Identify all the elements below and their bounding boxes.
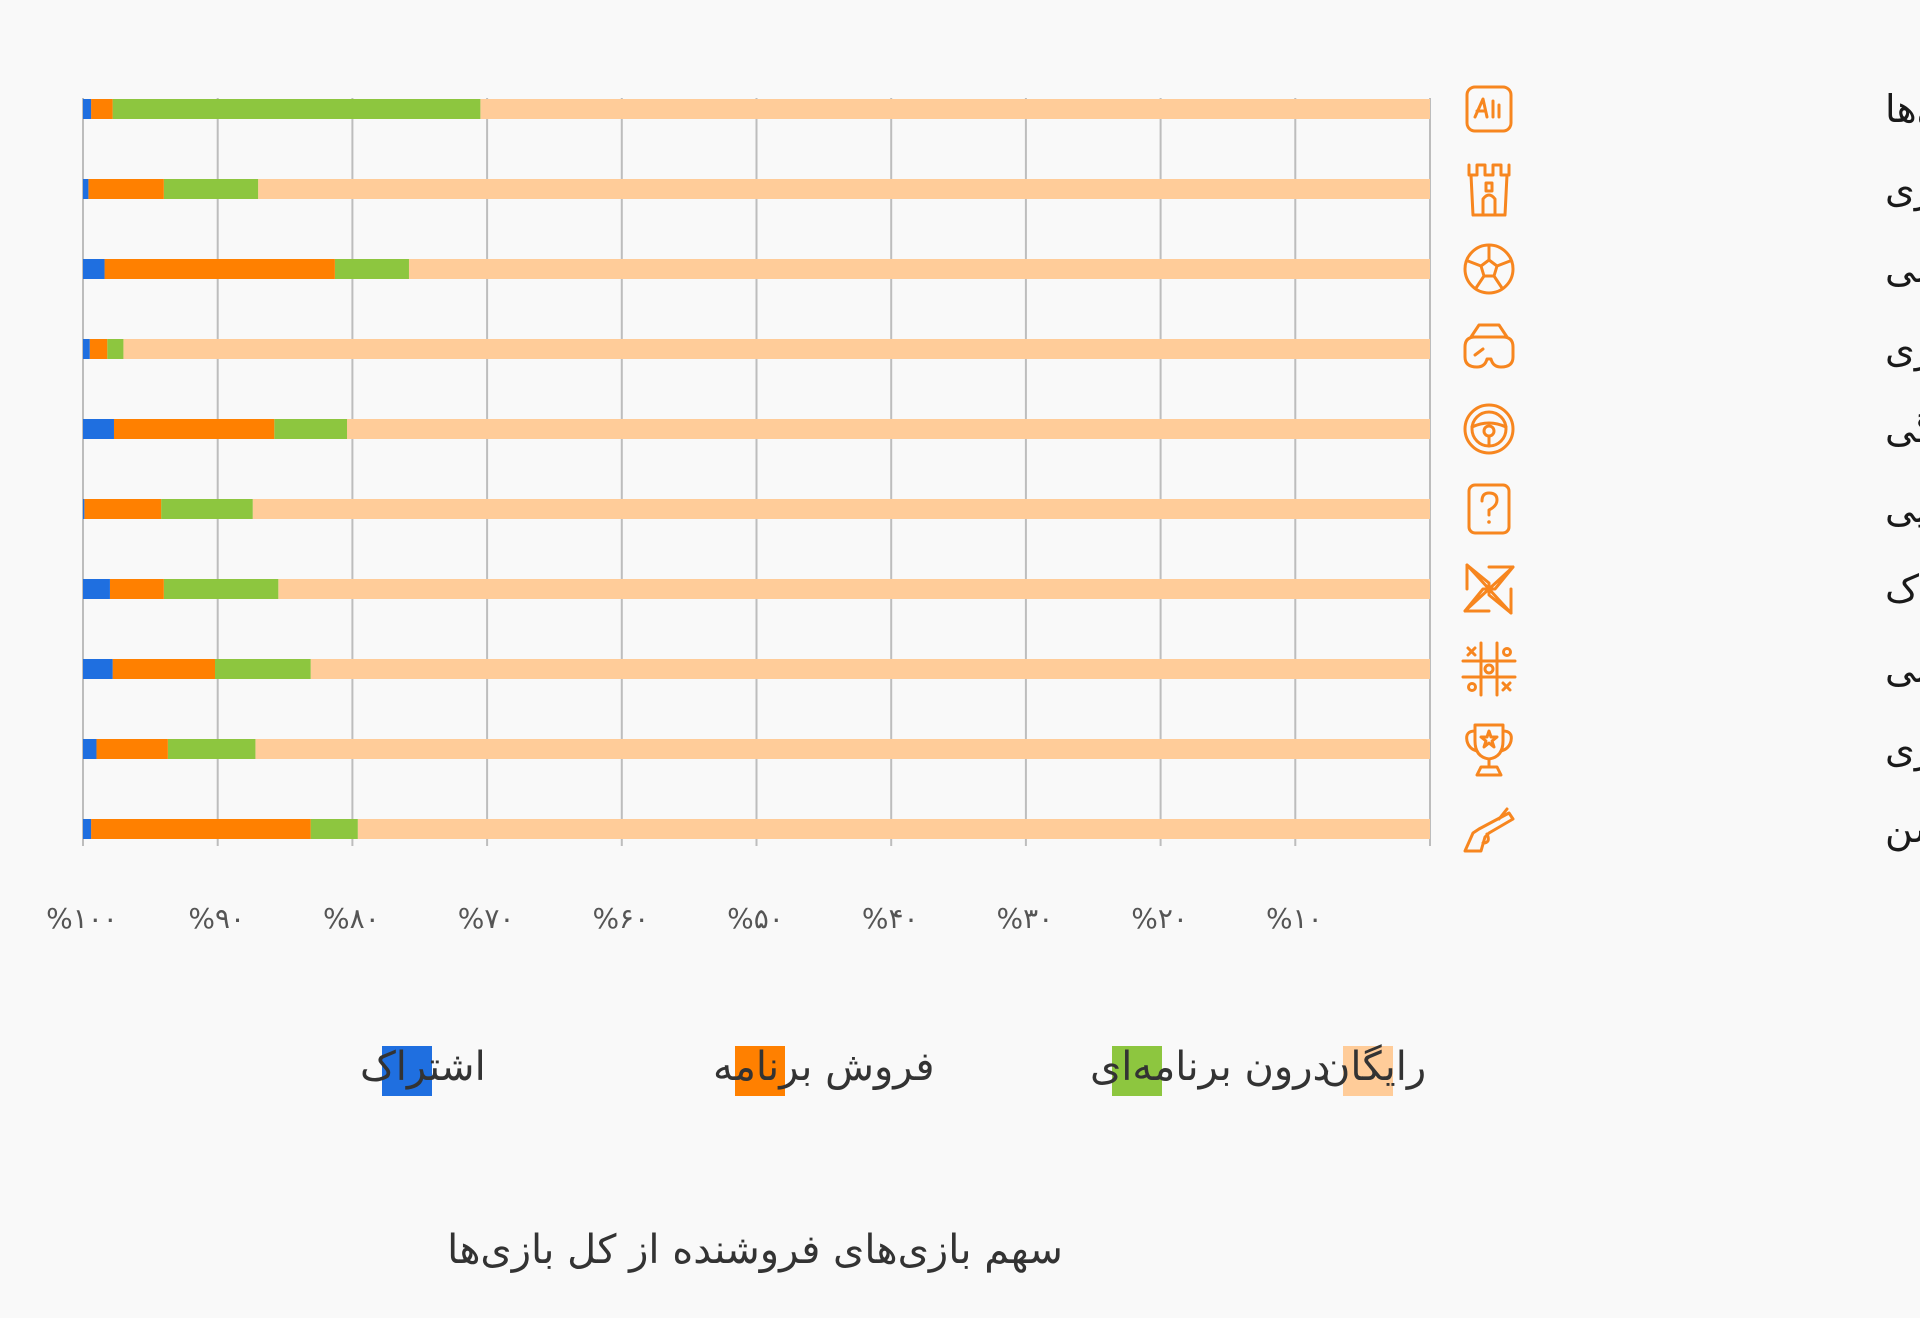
tic-tac-toe-icon [1461,641,1517,697]
bar-segment [83,739,97,759]
category-label: امتیازی [1885,727,1920,771]
bar-segment [83,659,113,679]
bar-segment [96,739,168,759]
bar-segment [163,579,279,599]
category-label: معمایی [1885,487,1920,531]
bar-segment [255,739,1430,759]
chart-caption: سهم بازی‌های فروشنده از کل بازی‌ها [447,1227,1063,1273]
legend-swatch [382,1046,432,1096]
bar-segment [480,99,1430,119]
x-tick-label: %۲۰ [1131,902,1188,935]
pistol-icon [1463,807,1515,853]
bar-segment [163,179,259,199]
legend-swatch [735,1046,785,1096]
bar-segment [347,419,1431,439]
bar-segment [83,99,92,119]
category-label: کودک [1885,567,1920,612]
bar-segment [83,179,89,199]
category-label: رانندگی [1885,407,1920,451]
bar-segment [278,579,1431,599]
question-mark-icon [1467,483,1511,535]
vr-goggles-icon [1463,323,1515,369]
bar-segment [408,259,1430,279]
legend-swatch [1112,1046,1162,1096]
bar-segment [310,659,1430,679]
grid-layer [82,98,1431,846]
legend-swatch [1343,1046,1393,1096]
bar-segment [123,339,1430,359]
bar-segment [91,819,311,839]
legend-label: درون برنامه‌ای [1090,1044,1330,1090]
category-label: اکشن [1885,807,1920,852]
bar-segment [107,339,124,359]
bar-segment [109,579,164,599]
pinwheel-icon [1463,563,1515,615]
category-icons [1461,85,1517,853]
bar-segment [91,99,113,119]
x-tick-label: %۸۰ [323,902,380,935]
x-tick-label: %۷۰ [458,902,515,935]
bar-segment [334,259,409,279]
category-label: ورزشی [1885,247,1920,292]
x-tick-label: %۴۰ [862,902,919,935]
bar-segment [252,499,1430,519]
bar-segment [83,579,110,599]
steering-wheel-icon [1463,403,1515,455]
legend-label: فروش برنامه [713,1044,934,1090]
bar-segment [113,419,275,439]
category-labels: کلمات و دانستنی‌ها استراتژی ورزشی شبیه‌سازی… [1885,87,1920,852]
category-label: کلمات و دانستنی‌ها [1885,87,1920,132]
bar-segment [104,259,335,279]
bar-segment [215,659,311,679]
bar-segment [83,819,92,839]
x-tick-label: %۶۰ [592,902,649,935]
x-axis-tick-labels: %۱۰۰ %۹۰ %۸۰ %۷۰ %۶۰ %۵۰ %۴۰ %۳۰ %۲۰ %۱۰ [46,902,1323,935]
bar-segment [357,819,1431,839]
x-tick-label: %۹۰ [188,902,245,935]
bar-segment [83,339,90,359]
legend-label: اشتراک [360,1044,486,1090]
bar-segment [88,179,164,199]
alef-badge-icon [1465,85,1513,133]
x-tick-label: %۵۰ [727,902,784,935]
bar-segment [84,499,162,519]
bar-segment [112,659,216,679]
bar-segment [83,499,85,519]
bar-segment [274,419,348,439]
bar-segment [258,179,1430,199]
x-tick-label: %۳۰ [997,902,1054,935]
x-tick-label: %۱۰ [1266,902,1323,935]
bar-segment [89,339,108,359]
bars-layer [83,99,1431,839]
bar-segment [161,499,253,519]
bar-segment [83,259,105,279]
castle-tower-icon [1467,163,1511,217]
soccer-ball-icon [1463,243,1515,295]
x-tick-label: %۱۰۰ [46,902,118,935]
bar-segment [112,99,481,119]
bar-segment [83,419,114,439]
legend-label: رایگان [1321,1044,1426,1090]
category-label: تفننی [1885,647,1920,691]
trophy-icon [1465,723,1513,777]
bar-segment [167,739,256,759]
category-label: شبیه‌سازی [1885,327,1920,371]
category-label: استراتژی [1885,167,1920,212]
bar-segment [310,819,358,839]
